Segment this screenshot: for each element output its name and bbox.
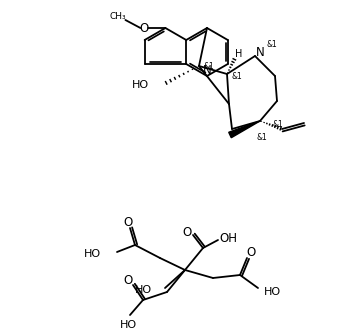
Text: N: N	[256, 45, 264, 58]
Text: &1: &1	[257, 133, 267, 142]
Text: HO: HO	[132, 80, 149, 90]
Text: O: O	[183, 226, 192, 239]
Text: H: H	[235, 49, 243, 59]
Text: CH₃: CH₃	[109, 11, 126, 20]
Text: HO: HO	[135, 285, 152, 295]
Text: HO: HO	[120, 320, 136, 330]
Text: O: O	[140, 21, 149, 34]
Text: O: O	[246, 245, 256, 259]
Text: O: O	[123, 215, 132, 228]
Text: &1: &1	[267, 39, 277, 48]
Text: &1: &1	[204, 61, 214, 70]
Text: HO: HO	[84, 249, 101, 259]
Text: &1: &1	[231, 71, 242, 80]
Text: HO: HO	[264, 287, 280, 297]
Text: N: N	[203, 63, 211, 76]
Polygon shape	[229, 121, 260, 138]
Text: &1: &1	[273, 120, 283, 129]
Text: OH: OH	[219, 231, 237, 244]
Text: O: O	[123, 274, 132, 287]
